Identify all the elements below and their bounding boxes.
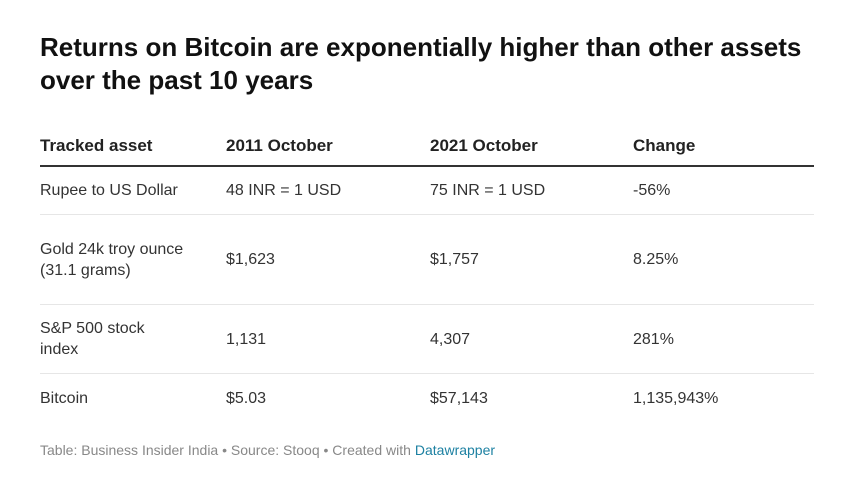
table-cell: 75 INR = 1 USD [430, 166, 633, 215]
table-cell: $1,623 [226, 214, 430, 305]
table-row: Bitcoin $5.03 $57,143 1,135,943% [40, 374, 814, 423]
table-row: S&P 500 stock index 1,131 4,307 281% [40, 304, 814, 374]
title: Returns on Bitcoin are exponentially hig… [40, 32, 802, 95]
table-cell: -56% [633, 166, 814, 215]
table-cell: Gold 24k troy ounce (31.1 grams) [40, 214, 226, 305]
table-cell: 1,131 [226, 304, 430, 374]
footer-text: Table: Business Insider India • Source: … [40, 442, 411, 458]
table-cell: 281% [633, 304, 814, 374]
table-cell: Rupee to US Dollar [40, 166, 226, 215]
table-cell: $5.03 [226, 389, 267, 407]
column-header: 2021 October [430, 125, 633, 167]
table-cell: 1,135,943% [633, 389, 719, 407]
table-cell: 48 INR = 1 USD [226, 166, 430, 215]
table-cell: $1,757 [430, 214, 633, 305]
data-table: Tracked asset 2011 October 2021 October Cha… [40, 125, 814, 422]
table-body: Rupee to US Dollar 48 INR = 1 USD 75 INR =… [40, 166, 814, 422]
table-cell: S&P 500 stock index [40, 304, 226, 374]
column-header: Tracked asset [40, 125, 226, 167]
footer: Table: Business Insider India • Source: … [40, 442, 495, 458]
column-header: 2011 October [226, 125, 430, 167]
table-cell: $57,143 [430, 389, 488, 407]
footer-link[interactable]: Datawrapper [414, 442, 496, 458]
table-cell: Bitcoin [40, 389, 89, 407]
table-row: Gold 24k troy ounce (31.1 grams) $1,623 $1… [40, 214, 814, 305]
table-cell: 4,307 [430, 304, 633, 374]
column-header: Change [633, 125, 814, 167]
table-cell: 8.25% [633, 214, 814, 305]
table-row: Rupee to US Dollar 48 INR = 1 USD 75 INR =… [40, 166, 814, 215]
header-row: Tracked asset 2011 October 2021 October Cha… [40, 125, 814, 167]
